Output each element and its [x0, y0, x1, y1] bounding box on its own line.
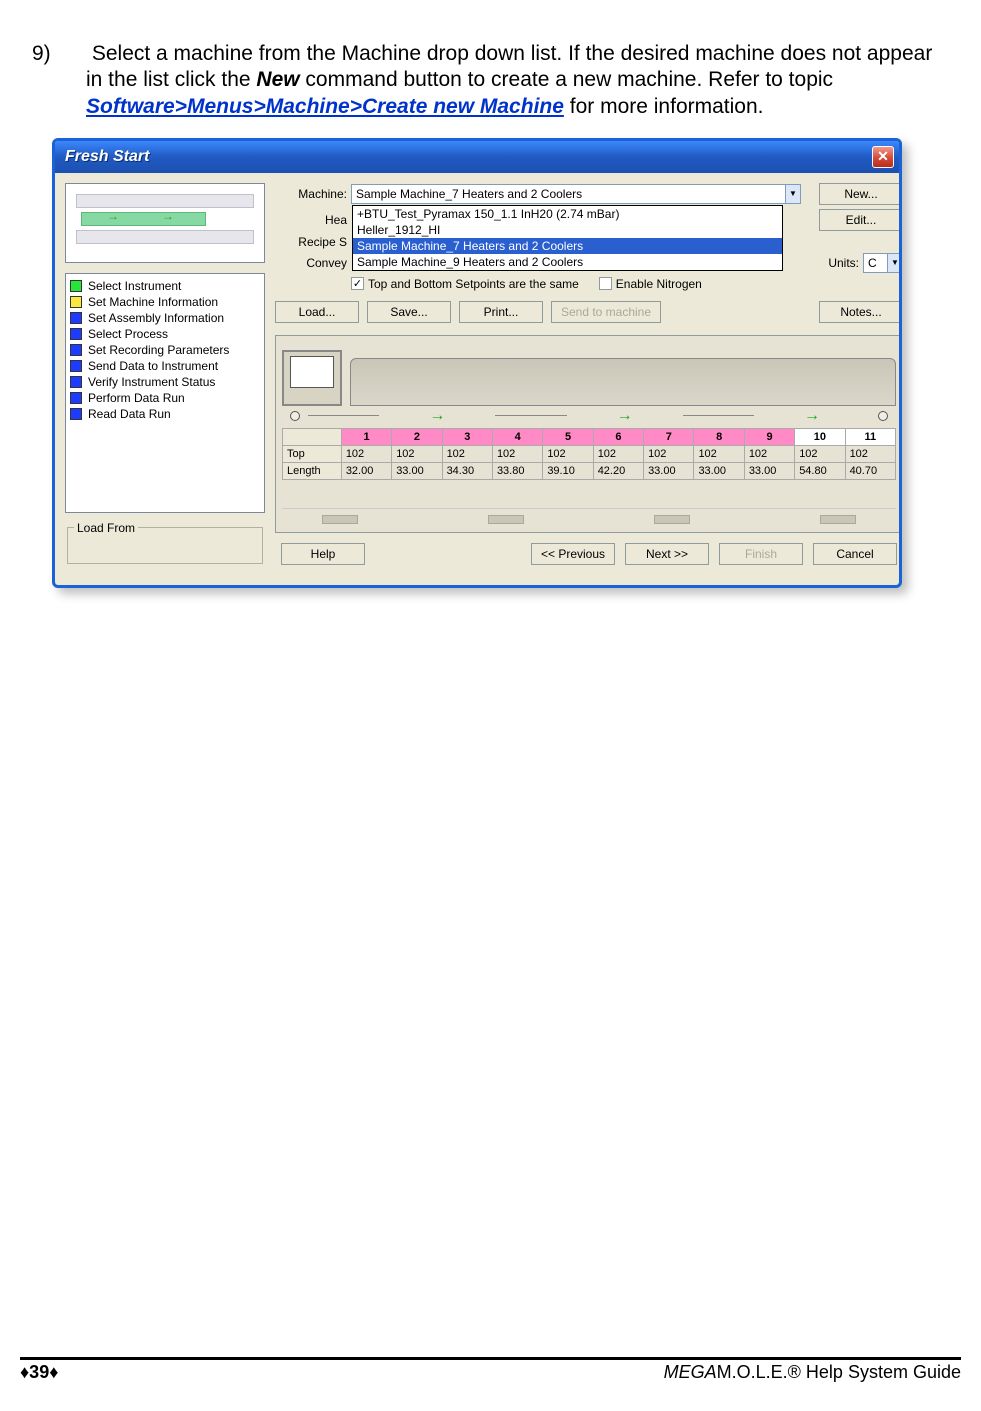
cancel-button[interactable]: Cancel	[813, 543, 897, 565]
title-bar: Fresh Start ✕	[55, 141, 899, 173]
wizard-step-list: Select InstrumentSet Machine Information…	[65, 273, 265, 513]
status-square-icon	[70, 344, 82, 356]
instruction-text: 9) Select a machine from the Machine dro…	[40, 41, 941, 120]
oven-diagram: → → → 1234567891011Top102102102102102102…	[275, 335, 902, 533]
previous-button[interactable]: << Previous	[531, 543, 615, 565]
arrow-icon: →	[429, 407, 445, 425]
new-button[interactable]: New...	[819, 183, 902, 205]
arrow-icon: →	[804, 407, 820, 425]
next-button[interactable]: Next >>	[625, 543, 709, 565]
wizard-step[interactable]: Select Process	[70, 326, 260, 342]
wizard-step[interactable]: Perform Data Run	[70, 390, 260, 406]
setpoints-checkbox[interactable]: ✓	[351, 277, 364, 290]
status-square-icon	[70, 408, 82, 420]
page-number: ♦39♦	[20, 1362, 58, 1383]
status-square-icon	[70, 360, 82, 372]
wizard-step[interactable]: Verify Instrument Status	[70, 374, 260, 390]
fresh-start-window: Fresh Start ✕ Select InstrumentSet Machi…	[52, 138, 902, 588]
horizontal-scrollbar[interactable]	[282, 508, 896, 530]
machine-label: Machine:	[275, 187, 347, 201]
close-icon[interactable]: ✕	[872, 146, 894, 168]
wizard-step[interactable]: Select Instrument	[70, 278, 260, 294]
machine-thumbnail	[65, 183, 265, 263]
heater-label-partial: Hea	[275, 213, 347, 227]
status-square-icon	[70, 328, 82, 340]
topic-link[interactable]: Software>Menus>Machine>Create new Machin…	[86, 95, 564, 118]
dropdown-option[interactable]: Sample Machine_9 Heaters and 2 Coolers	[353, 254, 782, 270]
status-square-icon	[70, 296, 82, 308]
send-to-machine-button: Send to machine	[551, 301, 661, 323]
window-title: Fresh Start	[65, 148, 149, 166]
wizard-step[interactable]: Send Data to Instrument	[70, 358, 260, 374]
units-dropdown[interactable]: C ▼	[863, 253, 902, 273]
finish-button: Finish	[719, 543, 803, 565]
zone-data-table: 1234567891011Top102102102102102102102102…	[282, 428, 896, 480]
machine-dropdown[interactable]: Sample Machine_7 Heaters and 2 Coolers ▼…	[351, 184, 801, 204]
dropdown-option[interactable]: Sample Machine_7 Heaters and 2 Coolers	[353, 238, 782, 254]
machine-dropdown-list[interactable]: +BTU_Test_Pyramax 150_1.1 InH20 (2.74 mB…	[352, 205, 783, 271]
wizard-step[interactable]: Set Machine Information	[70, 294, 260, 310]
edit-button[interactable]: Edit...	[819, 209, 902, 231]
page-footer: ♦39♦ MEGAM.O.L.E.® Help System Guide	[20, 1357, 961, 1383]
arrow-icon: →	[617, 407, 633, 425]
load-from-group: Load From	[67, 521, 263, 564]
status-square-icon	[70, 280, 82, 292]
monitor-icon	[282, 350, 342, 406]
load-button[interactable]: Load...	[275, 301, 359, 323]
wizard-step[interactable]: Set Recording Parameters	[70, 342, 260, 358]
dropdown-option[interactable]: +BTU_Test_Pyramax 150_1.1 InH20 (2.74 mB…	[353, 206, 782, 222]
status-square-icon	[70, 312, 82, 324]
save-button[interactable]: Save...	[367, 301, 451, 323]
help-button[interactable]: Help	[281, 543, 365, 565]
wizard-step[interactable]: Read Data Run	[70, 406, 260, 422]
units-label: Units:	[828, 256, 859, 270]
print-button[interactable]: Print...	[459, 301, 543, 323]
chevron-down-icon[interactable]: ▼	[887, 254, 902, 272]
wizard-step[interactable]: Set Assembly Information	[70, 310, 260, 326]
status-square-icon	[70, 392, 82, 404]
convey-label-partial: Convey	[275, 256, 347, 270]
notes-button[interactable]: Notes...	[819, 301, 902, 323]
status-square-icon	[70, 376, 82, 388]
nitrogen-checkbox[interactable]	[599, 277, 612, 290]
chevron-down-icon[interactable]: ▼	[785, 185, 800, 203]
dropdown-option[interactable]: Heller_1912_HI	[353, 222, 782, 238]
guide-title: MEGAM.O.L.E.® Help System Guide	[664, 1362, 961, 1383]
recipe-label-partial: Recipe S	[275, 235, 347, 249]
